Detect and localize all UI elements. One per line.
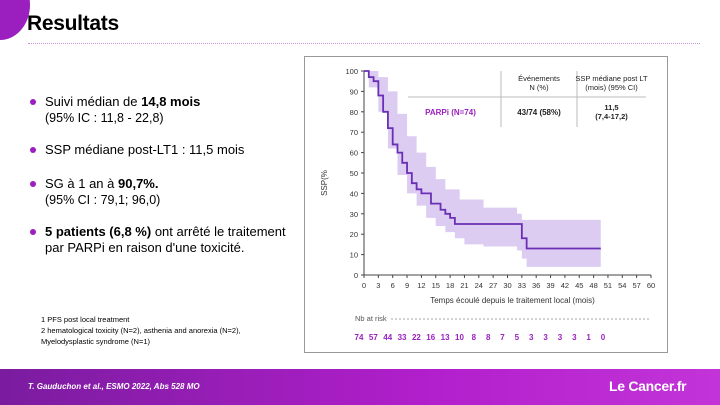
y-tick-label: 0 (354, 271, 358, 280)
at-risk-value: 8 (472, 333, 477, 342)
table-events: 43/74 (58%) (517, 108, 561, 117)
title-divider (28, 43, 700, 44)
bullet-sub: (95% IC : 11,8 - 22,8) (45, 111, 164, 125)
km-curve (364, 70, 601, 250)
at-risk-label: Nb at risk (355, 314, 387, 323)
bullet-dot-icon (30, 99, 36, 105)
y-tick-label: 30 (350, 210, 358, 219)
at-risk-value: 0 (601, 333, 606, 342)
at-risk-value: 8 (486, 333, 491, 342)
at-risk-value: 16 (426, 333, 435, 342)
y-tick-label: 20 (350, 230, 358, 239)
footnote: 2 hematological toxicity (N=2), asthenia… (41, 326, 241, 335)
bullet-bold: 14,8 mois (141, 94, 201, 109)
table-median: (7,4-17,2) (595, 112, 628, 121)
at-risk-value: 3 (572, 333, 577, 342)
bullet-text: SSP médiane post-LT1 : 11,5 mois (45, 142, 245, 157)
x-tick-label: 45 (575, 281, 583, 290)
ci-band (364, 71, 601, 267)
x-tick-label: 42 (561, 281, 569, 290)
bullet-item: SG à 1 an à 90,7%. (95% CI : 79,1; 96,0) (30, 176, 300, 208)
x-tick-label: 3 (376, 281, 380, 290)
at-risk-value: 3 (543, 333, 548, 342)
y-tick-label: 60 (350, 149, 358, 158)
bullet-list: Suivi médian de 14,8 mois (95% IC : 11,8… (30, 94, 300, 272)
x-axis-label: Temps écoulé depuis le traitement local … (430, 296, 595, 305)
bullet-bold: 90,7%. (118, 176, 159, 191)
table-header: (mois) (95% CI) (585, 83, 638, 92)
footer-bar: T. Gauduchon et al., ESMO 2022, Abs 528 … (0, 369, 720, 405)
x-tick-label: 24 (475, 281, 483, 290)
at-risk-value: 57 (369, 333, 378, 342)
x-tick-label: 6 (391, 281, 395, 290)
y-tick-label: 100 (345, 67, 358, 76)
y-tick-label: 10 (350, 251, 358, 260)
footnotes: 1 PFS post local treatment 2 hematologic… (41, 314, 241, 347)
x-tick-label: 54 (618, 281, 626, 290)
bullet-sub: (95% CI : 79,1; 96,0) (45, 193, 161, 207)
x-tick-label: 51 (604, 281, 612, 290)
table-header: Événements (518, 74, 560, 83)
table-header: SSP médiane post LT (575, 74, 648, 83)
bullet-bold: 5 patients (6,8 %) (45, 224, 152, 239)
at-risk-value: 44 (383, 333, 392, 342)
bullet-item: Suivi médian de 14,8 mois (95% IC : 11,8… (30, 94, 300, 126)
bullet-dot-icon (30, 181, 36, 187)
bullet-dot-icon (30, 229, 36, 235)
x-tick-label: 60 (647, 281, 655, 290)
bullet-text: SG à 1 an à (45, 176, 118, 191)
footnote: Myelodysplastic syndrome (N=1) (41, 337, 150, 346)
at-risk-value: 3 (529, 333, 534, 342)
table-median: 11,5 (604, 103, 618, 112)
at-risk-value: 33 (398, 333, 407, 342)
x-tick-label: 36 (532, 281, 540, 290)
x-tick-label: 27 (489, 281, 497, 290)
x-tick-label: 0 (362, 281, 366, 290)
y-tick-label: 80 (350, 108, 358, 117)
at-risk-value: 22 (412, 333, 421, 342)
footer-reference: T. Gauduchon et al., ESMO 2022, Abs 528 … (28, 382, 200, 391)
at-risk-value: 1 (586, 333, 591, 342)
x-tick-label: 48 (589, 281, 597, 290)
at-risk-value: 13 (441, 333, 450, 342)
table-row-label: PARPi (N=74) (425, 108, 476, 117)
x-tick-label: 21 (460, 281, 468, 290)
y-tick-label: 70 (350, 128, 358, 137)
at-risk-value: 10 (455, 333, 464, 342)
bullet-item: 5 patients (6,8 %) ont arrêté le traitem… (30, 224, 300, 256)
y-tick-label: 50 (350, 169, 358, 178)
footnote: 1 PFS post local treatment (41, 315, 130, 324)
x-tick-label: 33 (518, 281, 526, 290)
bullet-item: SSP médiane post-LT1 : 11,5 mois (30, 142, 300, 158)
at-risk-value: 74 (355, 333, 364, 342)
at-risk-value: 3 (558, 333, 563, 342)
y-axis-label: SSP(% (320, 170, 329, 196)
bullet-dot-icon (30, 147, 36, 153)
x-tick-label: 57 (632, 281, 640, 290)
at-risk-value: 5 (515, 333, 520, 342)
corner-accent (0, 0, 30, 40)
brand-logo: Le Cancer.fr (609, 378, 687, 394)
x-tick-label: 15 (432, 281, 440, 290)
x-tick-label: 39 (546, 281, 554, 290)
x-tick-label: 12 (417, 281, 425, 290)
x-tick-label: 9 (405, 281, 409, 290)
page-title: Resultats (27, 12, 119, 35)
at-risk-value: 7 (500, 333, 505, 342)
bullet-text: Suivi médian de (45, 94, 142, 109)
pfs-chart: 0 10 20 30 40 50 60 70 80 90 100 0 3 6 9 12 15 18 21 24 27 30… (304, 56, 668, 353)
table-header: N (%) (529, 83, 549, 92)
bullet-text: ont arrêté le traitement par PARPi en ra… (45, 224, 286, 255)
y-tick-label: 40 (350, 189, 358, 198)
x-tick-label: 18 (446, 281, 454, 290)
y-tick-label: 90 (350, 87, 358, 96)
x-tick-label: 30 (503, 281, 511, 290)
